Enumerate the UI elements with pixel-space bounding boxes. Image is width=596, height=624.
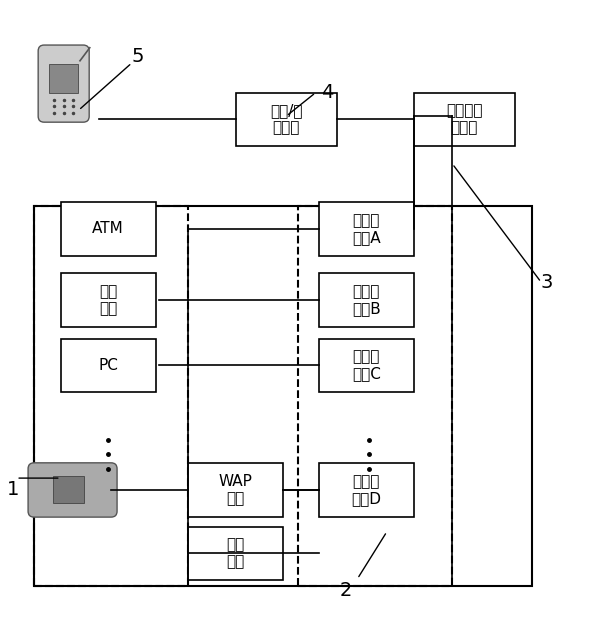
Text: 短信/网
络接口: 短信/网 络接口 bbox=[270, 103, 302, 135]
FancyBboxPatch shape bbox=[61, 273, 156, 327]
Text: 4: 4 bbox=[321, 83, 334, 102]
Text: 短信
接口: 短信 接口 bbox=[226, 537, 245, 570]
FancyBboxPatch shape bbox=[61, 202, 156, 256]
FancyBboxPatch shape bbox=[38, 45, 89, 122]
FancyBboxPatch shape bbox=[319, 339, 414, 392]
Text: ATM: ATM bbox=[92, 222, 124, 236]
Text: WAP
网关: WAP 网关 bbox=[219, 474, 253, 506]
Text: 电话
银行: 电话 银行 bbox=[99, 284, 117, 316]
Text: 业务服
务器B: 业务服 务器B bbox=[352, 284, 381, 316]
Text: PC: PC bbox=[98, 358, 118, 373]
FancyBboxPatch shape bbox=[49, 64, 78, 94]
Text: 1: 1 bbox=[7, 480, 20, 499]
Text: 业务服
务器A: 业务服 务器A bbox=[352, 213, 380, 245]
FancyBboxPatch shape bbox=[235, 92, 337, 146]
FancyBboxPatch shape bbox=[414, 92, 514, 146]
FancyBboxPatch shape bbox=[319, 463, 414, 517]
FancyBboxPatch shape bbox=[319, 202, 414, 256]
FancyBboxPatch shape bbox=[53, 477, 84, 504]
FancyBboxPatch shape bbox=[188, 463, 283, 517]
Text: 安全平台
服务器: 安全平台 服务器 bbox=[446, 103, 482, 135]
Text: 5: 5 bbox=[132, 47, 144, 66]
FancyBboxPatch shape bbox=[61, 339, 156, 392]
FancyBboxPatch shape bbox=[319, 273, 414, 327]
FancyBboxPatch shape bbox=[34, 207, 532, 586]
Text: 业务服
务器C: 业务服 务器C bbox=[352, 349, 381, 382]
FancyBboxPatch shape bbox=[28, 463, 117, 517]
Text: 2: 2 bbox=[339, 582, 352, 600]
Text: 3: 3 bbox=[541, 273, 553, 292]
Text: 业务服
务器D: 业务服 务器D bbox=[351, 474, 381, 506]
FancyBboxPatch shape bbox=[188, 527, 283, 580]
